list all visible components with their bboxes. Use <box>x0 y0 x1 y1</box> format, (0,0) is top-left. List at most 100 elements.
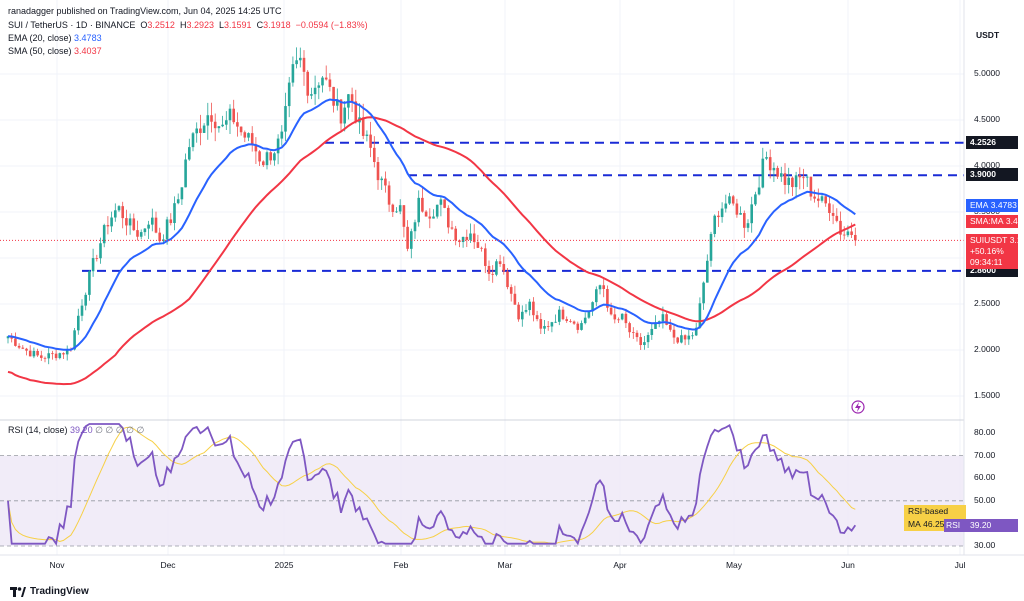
candle-body <box>798 175 802 178</box>
candle-body <box>184 159 187 188</box>
price-tag-symbol: SUIUSDT <box>970 235 1008 245</box>
candle-body <box>17 345 21 348</box>
candle-body <box>609 307 613 315</box>
candle-body <box>591 302 594 312</box>
candle-body <box>691 335 694 337</box>
candle-body <box>354 101 358 123</box>
time-tick-label: Mar <box>497 560 513 570</box>
close-value: 3.1918 <box>263 20 291 30</box>
candle-body <box>835 215 839 221</box>
candle-body <box>228 108 232 121</box>
candle-body <box>450 227 454 229</box>
candle-body <box>213 121 217 129</box>
rsi-line <box>7 423 857 546</box>
candle-body <box>287 82 291 107</box>
candle-body <box>539 319 543 329</box>
candle-body <box>276 138 280 154</box>
candle-body <box>58 353 62 359</box>
candle-body <box>14 338 17 346</box>
candle-body <box>820 196 824 201</box>
candle-body <box>828 203 831 214</box>
candle-body <box>831 213 835 216</box>
sma-tag-value: 3.4037 <box>1005 216 1024 226</box>
candle-body <box>321 77 324 86</box>
sma-legend[interactable]: SMA (50, close) 3.4037 <box>8 46 102 56</box>
candle-body <box>802 177 805 179</box>
sma-50-line <box>7 116 856 386</box>
candle-body <box>491 273 494 275</box>
flash-icon[interactable] <box>851 400 865 414</box>
candle-body <box>84 294 87 306</box>
candle-body <box>306 71 309 96</box>
candle-body <box>302 57 306 72</box>
candle-body <box>391 204 395 212</box>
candle-body <box>735 203 739 215</box>
candle-body <box>817 198 820 201</box>
currency-label[interactable]: USDT <box>976 30 1000 40</box>
candle-body <box>147 224 150 229</box>
candle-body <box>128 218 132 226</box>
candle-body <box>32 350 36 357</box>
tradingview-logo[interactable]: TradingView <box>10 586 89 597</box>
candle-body <box>702 282 705 304</box>
candle-body <box>583 317 587 324</box>
candle-body <box>435 204 439 217</box>
ema-20-line <box>7 98 856 351</box>
time-tick-label: Apr <box>613 560 627 570</box>
candle-body <box>387 185 391 205</box>
candle-body <box>102 225 106 244</box>
candle-body <box>650 328 654 335</box>
candle-body <box>395 211 398 213</box>
candle-body <box>299 57 302 61</box>
candle-body <box>595 289 598 303</box>
ema-legend[interactable]: EMA (20, close) 3.4783 <box>8 33 102 43</box>
time-tick-label: May <box>725 560 743 570</box>
candle-body <box>550 322 554 327</box>
symbol-name[interactable]: SUI / TetherUS · 1D · BINANCE <box>8 20 136 30</box>
rsi-legend[interactable]: RSI (14, close) 39.20 ∅ ∅ ∅ ∅ ∅ <box>8 425 144 436</box>
candle-body <box>439 199 443 205</box>
low-label: L <box>219 20 225 30</box>
candle-body <box>173 203 176 224</box>
candle-body <box>324 77 328 80</box>
candle-body <box>465 236 469 240</box>
candle-body <box>380 178 383 181</box>
candle-body <box>365 134 369 136</box>
sma-legend-value: 3.4037 <box>74 46 102 56</box>
time-tick-label: Nov <box>49 560 65 570</box>
candle-body <box>484 248 487 266</box>
candle-body <box>243 132 247 138</box>
candle-body <box>328 79 332 87</box>
candle-body <box>498 261 502 265</box>
sma-tag-name: SMA:MA <box>970 216 1004 226</box>
candle-body <box>361 117 365 136</box>
candle-body <box>332 86 335 106</box>
candle-body <box>77 315 80 331</box>
candle-body <box>151 217 154 225</box>
rsi-tick-label: 80.00 <box>974 427 996 437</box>
candle-body <box>125 218 128 226</box>
level-tag: 3.9000 <box>966 168 1018 182</box>
price-tag-countdown: 09:34:11 <box>970 257 1003 267</box>
rsi-tick-label: 60.00 <box>974 472 996 483</box>
price-tick-label: 4.5000 <box>974 114 1000 124</box>
candle-body <box>850 231 853 235</box>
high-value: 3.2923 <box>186 20 214 30</box>
candle-body <box>772 167 776 171</box>
candle-body <box>665 314 668 325</box>
candle-body <box>273 153 276 161</box>
ema-tag-value: 3.4783 <box>990 200 1017 210</box>
candle-body <box>472 233 476 243</box>
candle-body <box>794 175 798 188</box>
candle-body <box>546 326 550 327</box>
last-price-tag: SUIUSDT 3.1918 +50.16% 09:34:11 <box>966 234 1024 269</box>
ema-tag-name: EMA <box>970 200 989 210</box>
candle-body <box>121 206 124 219</box>
candle-body <box>521 311 524 320</box>
candle-body <box>461 236 465 243</box>
candle-body <box>617 319 620 321</box>
candle-body <box>62 353 65 355</box>
candle-body <box>805 176 809 178</box>
candle-body <box>398 205 402 212</box>
